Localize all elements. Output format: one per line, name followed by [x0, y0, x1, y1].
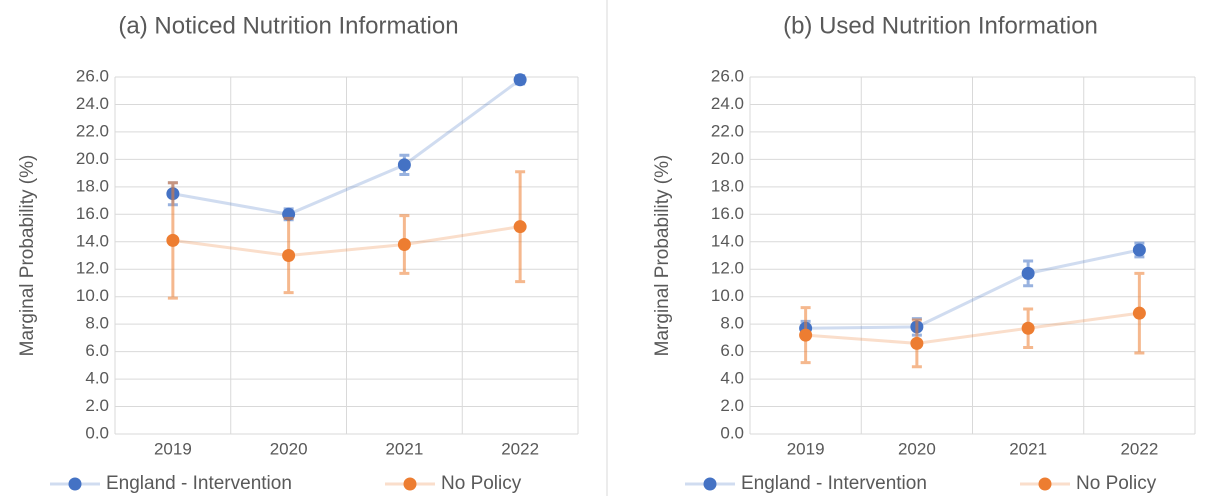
legend-marker — [68, 477, 82, 491]
data-point — [1021, 321, 1035, 335]
data-point — [1021, 266, 1035, 280]
data-point — [799, 328, 813, 342]
y-tick-label: 8.0 — [720, 314, 744, 333]
y-tick-label: 6.0 — [85, 341, 109, 360]
y-tick-label: 26.0 — [76, 66, 109, 85]
x-tick-label: 2021 — [1009, 439, 1047, 458]
series-line — [172, 78, 522, 216]
y-tick-label: 22.0 — [76, 121, 109, 140]
y-tick-label: 22.0 — [711, 121, 744, 140]
chart-title: (b) Used Nutrition Information — [783, 12, 1098, 39]
legend-label: No Policy — [441, 473, 522, 494]
legend-label: No Policy — [1076, 473, 1157, 494]
legend-label: England - Intervention — [741, 473, 927, 494]
y-tick-label: 14.0 — [711, 231, 744, 250]
y-tick-label: 14.0 — [76, 231, 109, 250]
x-tick-label: 2022 — [1120, 439, 1158, 458]
legend-label: England - Intervention — [106, 473, 292, 494]
x-tick-label: 2019 — [154, 439, 192, 458]
y-tick-label: 0.0 — [720, 423, 744, 442]
y-tick-label: 26.0 — [711, 66, 744, 85]
data-point — [397, 158, 411, 172]
y-tick-label: 16.0 — [711, 204, 744, 223]
y-tick-label: 2.0 — [720, 396, 744, 415]
legend-marker — [403, 477, 417, 491]
y-tick-label: 6.0 — [720, 341, 744, 360]
x-tick-label: 2019 — [787, 439, 825, 458]
y-tick-label: 8.0 — [85, 314, 109, 333]
x-tick-label: 2021 — [385, 439, 423, 458]
series-line — [805, 248, 1140, 330]
y-tick-label: 10.0 — [76, 286, 109, 305]
legend-marker — [703, 477, 717, 491]
y-tick-label: 24.0 — [711, 94, 744, 113]
data-point — [1132, 243, 1146, 257]
y-tick-label: 20.0 — [711, 149, 744, 168]
y-tick-label: 18.0 — [711, 176, 744, 195]
y-tick-label: 4.0 — [720, 369, 744, 388]
legend-marker — [1038, 477, 1052, 491]
data-point — [513, 220, 527, 234]
y-axis-label: Marginal Probability (%) — [652, 155, 673, 357]
series-line — [805, 311, 1140, 345]
data-point — [166, 233, 180, 247]
y-axis-label: Marginal Probability (%) — [17, 155, 38, 357]
x-tick-label: 2020 — [270, 439, 308, 458]
data-point — [910, 336, 924, 350]
y-tick-label: 12.0 — [711, 259, 744, 278]
x-tick-label: 2020 — [898, 439, 936, 458]
y-tick-label: 18.0 — [76, 176, 109, 195]
y-tick-label: 2.0 — [85, 396, 109, 415]
x-tick-label: 2022 — [501, 439, 539, 458]
y-tick-label: 4.0 — [85, 369, 109, 388]
data-point — [397, 238, 411, 252]
series-line — [172, 225, 521, 258]
data-point — [1132, 306, 1146, 320]
y-tick-label: 16.0 — [76, 204, 109, 223]
y-tick-label: 0.0 — [85, 423, 109, 442]
y-tick-label: 12.0 — [76, 259, 109, 278]
y-tick-label: 20.0 — [76, 149, 109, 168]
y-tick-label: 10.0 — [711, 286, 744, 305]
chart-title: (a) Noticed Nutrition Information — [118, 12, 458, 39]
data-point — [282, 249, 296, 262]
y-tick-label: 24.0 — [76, 94, 109, 113]
data-point — [513, 73, 527, 87]
